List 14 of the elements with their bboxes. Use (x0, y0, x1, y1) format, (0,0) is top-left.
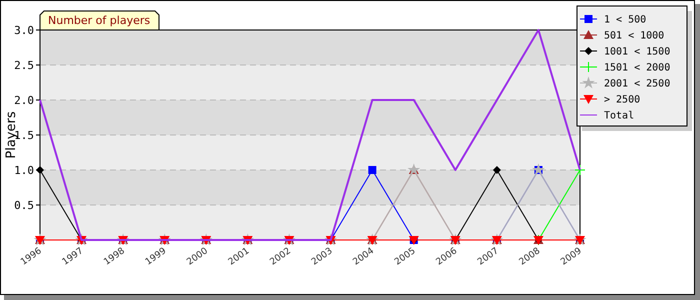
y-tick-label: 2.5 (14, 58, 34, 72)
y-tick-label: 0.5 (14, 198, 34, 212)
legend-label: 2001 < 2500 (604, 78, 670, 90)
y-tick-label: 1.5 (14, 128, 34, 142)
legend-label: 1 < 500 (604, 14, 646, 26)
legend-label: 501 < 1000 (604, 30, 664, 42)
legend-label: 1501 < 2000 (604, 62, 670, 74)
y-tick-label: 3.0 (14, 24, 34, 37)
y-tick-label: 1.0 (14, 164, 34, 177)
legend-label: Total (604, 110, 634, 122)
chart-title: Number of players (48, 14, 150, 27)
legend-label: > 2500 (604, 94, 640, 106)
legend-label: 1001 < 1500 (604, 46, 670, 58)
y-tick-label: 2.0 (14, 94, 34, 107)
